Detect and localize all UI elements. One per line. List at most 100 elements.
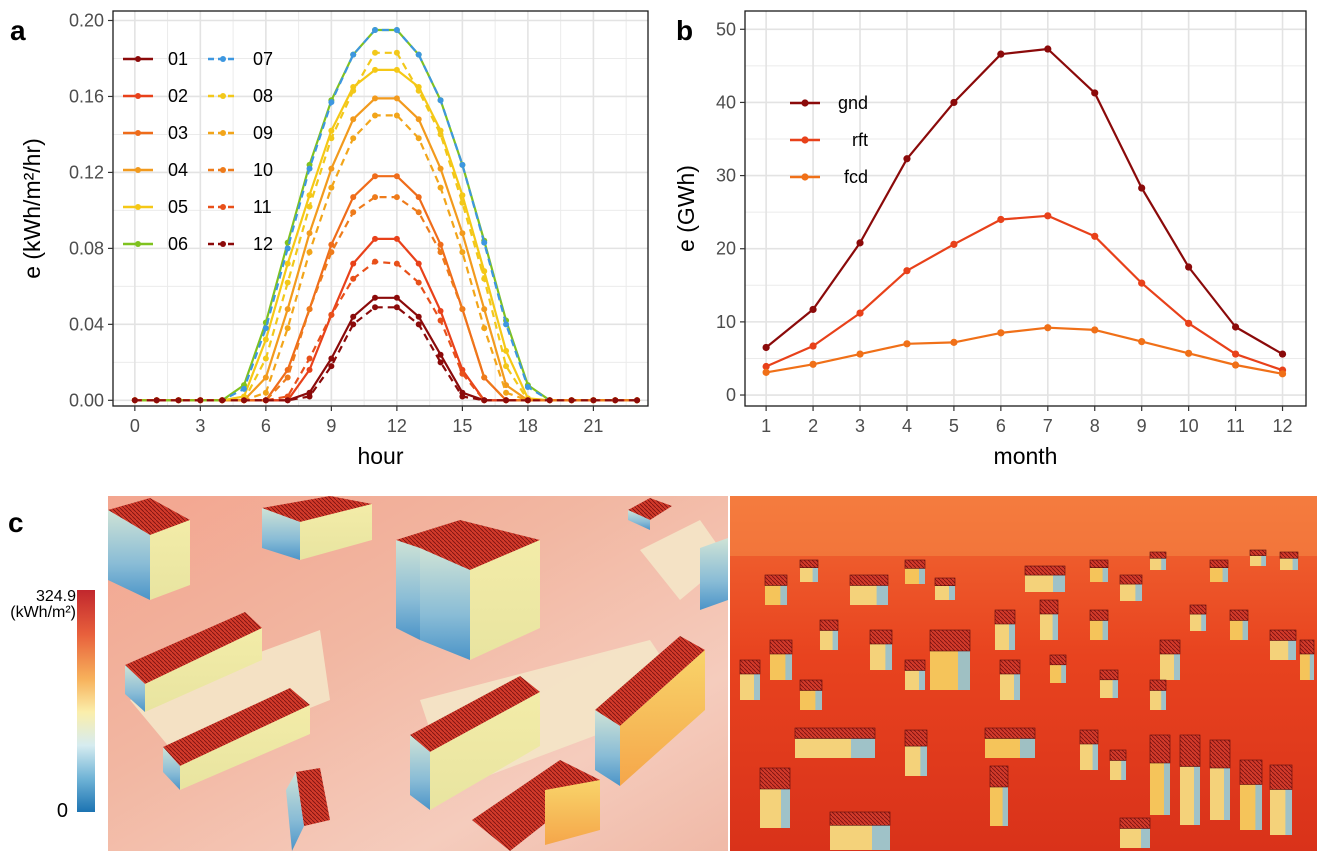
x-tick-label: 3 — [195, 416, 205, 436]
wide-building-roof — [1279, 551, 1299, 559]
legend-marker-rft — [801, 136, 809, 144]
data-point-12 — [612, 397, 619, 404]
data-point-08 — [481, 275, 488, 282]
colorbar-unit-label: (kWh/m²) — [10, 604, 76, 621]
data-point-05 — [306, 192, 313, 199]
building-closeup-4 — [628, 498, 728, 610]
wide-building-roof — [1179, 734, 1201, 767]
wide-building-roof — [1299, 639, 1315, 655]
data-point-11 — [306, 355, 313, 362]
x-tick-label: 1 — [761, 416, 771, 436]
legend-label-01: 01 — [168, 49, 188, 69]
wide-building-roof — [1229, 609, 1249, 621]
data-point-02 — [393, 235, 400, 242]
legend-marker-gnd — [801, 99, 809, 107]
data-point-03 — [393, 173, 400, 180]
data-point-12 — [175, 397, 182, 404]
data-point-11 — [393, 260, 400, 267]
wide-building-roof — [999, 659, 1021, 675]
y-tick-label: 40 — [716, 92, 736, 112]
data-point-04 — [328, 165, 335, 172]
building-closeup-9 — [286, 760, 600, 851]
legend-marker-08 — [220, 93, 226, 99]
y-tick-label: 0.00 — [69, 390, 104, 410]
data-point-12 — [568, 397, 575, 404]
wide-building-shade — [1285, 789, 1292, 835]
legend-label-09: 09 — [253, 123, 273, 143]
data-point-12 — [590, 397, 597, 404]
series-line-rft — [765, 214, 1283, 372]
wide-building-shade — [1052, 614, 1058, 640]
wide-building-shade — [1194, 766, 1200, 825]
data-point-fcd — [903, 340, 911, 348]
data-point-12 — [415, 321, 422, 328]
legend-label-04: 04 — [168, 160, 188, 180]
x-tick-label: 15 — [452, 416, 472, 436]
building-closeup-1 — [108, 498, 190, 600]
data-point-gnd — [856, 239, 864, 247]
data-point-01 — [372, 294, 379, 301]
data-point-04 — [306, 230, 313, 237]
data-point-11 — [350, 275, 357, 282]
data-point-09 — [503, 389, 510, 396]
data-point-11 — [328, 311, 335, 318]
wide-building-roof — [1209, 739, 1231, 769]
legend-label-02: 02 — [168, 86, 188, 106]
wide-building-roof — [1149, 679, 1167, 691]
wide-building-roof — [1249, 549, 1267, 556]
data-point-01 — [328, 355, 335, 362]
data-point-12 — [524, 397, 531, 404]
x-tick-label: 3 — [855, 416, 865, 436]
legend-marker-fcd — [801, 173, 809, 181]
wide-building-roof — [764, 574, 788, 586]
wide-building-shade — [1002, 787, 1008, 826]
data-point-12 — [634, 397, 641, 404]
wide-building-shade — [1255, 784, 1262, 830]
data-point-rft — [1138, 279, 1146, 287]
wide-building-roof — [934, 577, 956, 586]
data-point-10 — [372, 194, 379, 201]
data-point-09 — [393, 112, 400, 119]
wide-building-shade — [780, 585, 787, 605]
x-axis-title: hour — [357, 443, 403, 469]
x-tick-label: 12 — [1273, 416, 1293, 436]
data-point-07 — [241, 385, 248, 392]
data-point-02 — [372, 235, 379, 242]
data-point-10 — [393, 194, 400, 201]
wide-building-roof — [759, 767, 791, 790]
legend-marker-05 — [135, 204, 141, 210]
data-point-11 — [415, 279, 422, 286]
wide-building-roof — [994, 609, 1016, 625]
wide-building-roof — [1119, 574, 1143, 585]
data-point-08 — [372, 49, 379, 56]
data-point-09 — [459, 249, 466, 256]
data-point-09 — [262, 389, 269, 396]
data-point-fcd — [950, 338, 958, 346]
wide-building-shade — [1224, 768, 1230, 820]
data-point-07 — [415, 51, 422, 58]
wide-building-roof — [1099, 669, 1119, 681]
x-tick-label: 18 — [518, 416, 538, 436]
wide-building-roof — [1149, 734, 1171, 764]
series-line-08 — [134, 51, 638, 402]
wide-building-shade — [872, 825, 890, 850]
panel-c-letter: c — [8, 507, 24, 538]
wide-building-shade — [919, 670, 925, 690]
data-point-10 — [481, 374, 488, 381]
data-point-07 — [262, 325, 269, 332]
legend-label-05: 05 — [168, 197, 188, 217]
data-point-09 — [328, 184, 335, 191]
data-point-rft — [1185, 319, 1193, 327]
wide-building-shade — [1288, 640, 1296, 660]
data-point-10 — [284, 374, 291, 381]
data-point-12 — [219, 397, 226, 404]
legend-label-06: 06 — [168, 234, 188, 254]
data-point-fcd — [856, 350, 864, 358]
data-point-04 — [284, 306, 291, 313]
wide-building-shade — [920, 746, 927, 776]
wide-building-roof — [1239, 759, 1263, 785]
data-point-05 — [328, 127, 335, 134]
wide-building-roof — [1149, 551, 1167, 559]
colorbar-gradient — [77, 590, 95, 812]
